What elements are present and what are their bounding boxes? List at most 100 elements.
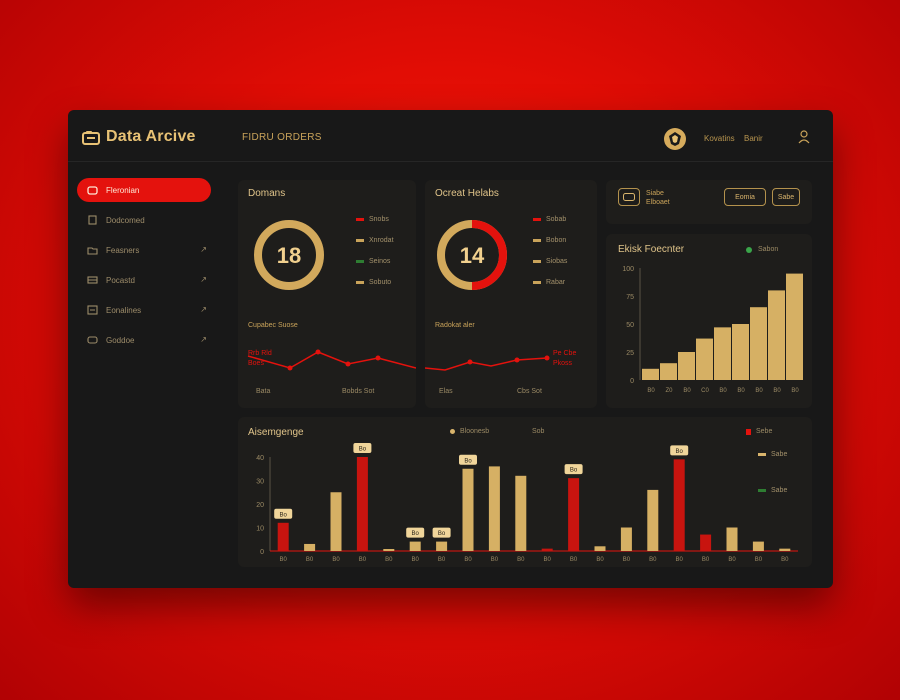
profile-icon[interactable]	[798, 130, 810, 144]
x-tick-label: B0	[647, 388, 655, 394]
sidebar-item-label: Dodcomed	[106, 215, 145, 225]
bar	[356, 457, 368, 551]
bar	[673, 459, 685, 551]
filter-select-label[interactable]: Siabe	[646, 190, 664, 197]
archive-icon	[87, 305, 98, 315]
expand-arrow-icon: ↗	[200, 275, 207, 284]
stats-card-domans: Domans 18 Snobs Xnrodat Seinos Sobuto Cu…	[238, 180, 416, 408]
y-tick-label: 0	[630, 378, 634, 385]
x-tick-label: B0	[544, 557, 552, 563]
brand[interactable]: Data Arcive	[82, 128, 196, 146]
x-tick-label: B0	[773, 388, 781, 394]
card-subtitle: Cupabec Suose	[248, 322, 298, 329]
bar	[750, 307, 767, 380]
y-tick-label: 20	[256, 502, 264, 509]
sidebar-item-2[interactable]: Feasners ↗	[77, 238, 211, 262]
legend-item: Sobab	[533, 216, 566, 223]
x-tick-label: B0	[491, 557, 499, 563]
x-tick-label: B0	[737, 388, 745, 394]
trend-line	[425, 355, 550, 371]
line-label-top: Pe Cbe	[553, 350, 577, 357]
bar	[541, 548, 553, 551]
sidebar-item-4[interactable]: Eonalines ↗	[77, 298, 211, 322]
donut-ring	[254, 220, 324, 290]
x-tick-label: Z0	[665, 388, 673, 394]
line-point	[544, 355, 550, 361]
bar-data-label: Bo	[438, 531, 446, 537]
layers-icon	[87, 276, 98, 284]
card-title: Domans	[248, 188, 286, 199]
x-tick-label: B0	[702, 557, 710, 563]
bar	[726, 527, 738, 551]
legend-dot	[450, 429, 455, 434]
bar	[700, 534, 712, 551]
line-point	[375, 355, 381, 361]
x-tick-label: B0	[385, 557, 393, 563]
y-tick-label: 50	[626, 322, 634, 329]
x-tick-label: B0	[332, 557, 340, 563]
header-user-role[interactable]: Banir	[744, 134, 763, 143]
sidebar-item-label: Fleronian	[106, 185, 140, 195]
x-tick-label: B0	[596, 557, 604, 563]
footer-right: Cbs Sot	[517, 388, 542, 395]
filter-select-sub[interactable]: Elboaet	[646, 199, 670, 206]
donut-segment	[471, 220, 507, 290]
sidebar-item-5[interactable]: Goddoe ↗	[77, 328, 211, 352]
app-window: Data Arcive FIDRU ORDERS Kovatins Banir …	[68, 110, 833, 588]
bar	[647, 489, 659, 551]
expand-arrow-icon: ↗	[200, 335, 207, 344]
y-tick-label: 10	[256, 526, 264, 533]
bar-label-badge	[459, 454, 477, 465]
bar	[752, 541, 764, 551]
legend-top: Bloonesb	[460, 428, 490, 435]
sidebar-item-0[interactable]: Fleronian	[77, 178, 211, 202]
x-tick-label: B0	[623, 557, 631, 563]
archive-logo-icon	[82, 130, 100, 145]
legend-item: Rabar	[533, 279, 565, 286]
legend-item: Snobs	[356, 216, 389, 223]
legend-item: Bobon	[533, 237, 566, 244]
bar-chart: 0 25 50 75 100 B0 Z0 B0 C0 B0 B0 B0 B0 B0	[622, 266, 803, 394]
bar-chart: 0 10 20 30 40 Bo B0 B0 B0 Bo B0 B0 Bo B0 Bo B0 Bo B0 B0 B0 B…	[256, 443, 798, 563]
bar	[732, 324, 749, 380]
bar	[330, 492, 342, 551]
bar	[568, 478, 580, 551]
x-tick-label: B0	[570, 557, 578, 563]
line-point	[345, 361, 351, 367]
sidebar-item-label: Goddoe	[106, 335, 135, 345]
bar	[779, 548, 791, 551]
bar	[620, 527, 632, 551]
filter-toggle-button[interactable]	[618, 188, 640, 206]
filter-icon	[623, 193, 635, 201]
stats-card-ocreat: Ocreat Helabs 14 Sobab Bobon Siobas Raba…	[425, 180, 597, 408]
legend-item: Sabe	[758, 487, 787, 494]
x-tick-label: B0	[683, 388, 691, 394]
bar	[594, 546, 606, 551]
bar-data-label: Bo	[676, 449, 684, 455]
emblem-icon[interactable]	[662, 126, 688, 152]
x-tick-label: C0	[701, 388, 709, 394]
save-button[interactable]: Sabe	[772, 188, 800, 206]
option-button[interactable]: Eomia	[724, 188, 766, 206]
bar	[409, 541, 421, 551]
bar	[768, 290, 785, 380]
bar-label-badge	[274, 508, 293, 519]
header-user-name[interactable]: Kovatins	[704, 134, 735, 143]
legend-right: Sebe	[756, 428, 773, 435]
x-tick-label: B0	[280, 557, 288, 563]
bar	[436, 541, 448, 551]
app-name: Data Arcive	[106, 128, 196, 145]
sidebar-item-3[interactable]: Pocastd ↗	[77, 268, 211, 292]
bar	[642, 368, 659, 380]
bar	[786, 273, 803, 380]
sidebar-item-label: Feasners	[106, 245, 140, 255]
bar	[462, 468, 474, 551]
bar-chart-card: Ekisk Foecnter Sabon 0 25 50 75 100 B0 Z0 B0 C0 B…	[606, 234, 812, 408]
line-point	[315, 349, 321, 355]
x-tick-label: B0	[649, 557, 657, 563]
x-tick-label: B0	[464, 557, 472, 563]
sidebar-item-1[interactable]: Dodcomed	[77, 208, 211, 232]
sidebar-item-label: Pocastd	[106, 275, 135, 285]
x-tick-label: B0	[412, 557, 420, 563]
bar-data-label: Bo	[359, 447, 367, 453]
